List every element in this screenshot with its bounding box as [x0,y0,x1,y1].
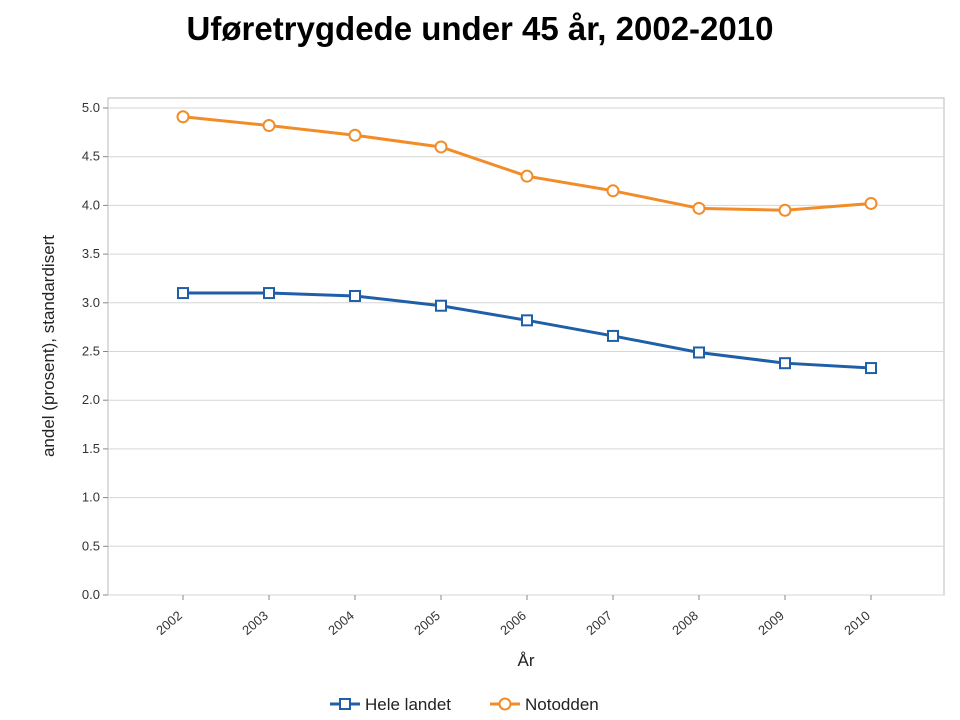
x-tick-label: 2004 [325,608,357,638]
x-tick-label: 2009 [755,608,787,638]
data-point [778,203,792,217]
y-tick-label: 4.0 [82,197,100,212]
x-tick-label: 2008 [669,608,701,638]
series-1 [176,110,878,217]
x-tick-label: 2003 [239,608,271,638]
x-axis-title: År [518,651,535,670]
y-axis-ticks: 0.0 0.5 1.0 1.5 2.0 2.5 3.0 3.5 4.0 4.5 5.0 [82,100,108,602]
x-tick-label: 2005 [411,608,443,638]
data-point [263,287,275,300]
legend-marker [339,698,351,710]
grid-lines [108,107,944,596]
data-point [606,184,620,198]
series-0 [177,287,877,375]
data-point [434,140,448,154]
data-point [692,201,706,215]
data-point [520,169,534,183]
y-tick-label: 5.0 [82,100,100,115]
x-tick-label: 2002 [153,608,185,638]
legend-item: Notodden [490,695,599,714]
x-tick-label: 2010 [841,608,873,638]
data-point [176,110,190,124]
data-point [348,128,362,142]
data-point [177,287,189,300]
legend-item: Hele landet [330,695,451,714]
y-tick-label: 2.0 [82,392,100,407]
y-tick-label: 0.5 [82,538,100,553]
data-point [779,357,791,370]
data-point [435,299,447,312]
y-tick-label: 1.0 [82,490,100,505]
x-tick-label: 2006 [497,608,529,638]
data-point [262,119,276,133]
y-tick-label: 2.5 [82,344,100,359]
y-tick-label: 1.5 [82,441,100,456]
y-tick-label: 3.0 [82,295,100,310]
x-tick-label: 2007 [583,608,615,638]
series-group [176,110,878,375]
y-tick-label: 0.0 [82,587,100,602]
data-point [521,314,533,327]
y-tick-label: 4.5 [82,149,100,164]
x-axis-ticks: 2002 2003 2004 2005 2006 2007 2008 2009 2010 [153,595,873,638]
data-point [865,362,877,375]
data-point [864,196,878,210]
legend-label: Hele landet [365,695,451,714]
chart-title: Uføretrygdede under 45 år, 2002-2010 [186,10,774,47]
legend-label: Notodden [525,695,599,714]
y-axis-title: andel (prosent), standardisert [39,235,58,457]
data-point [693,346,705,359]
y-tick-label: 3.5 [82,246,100,261]
legend: Hele landet Notodden [330,695,599,714]
data-point [607,329,619,342]
data-point [349,289,361,302]
legend-marker [498,697,512,711]
